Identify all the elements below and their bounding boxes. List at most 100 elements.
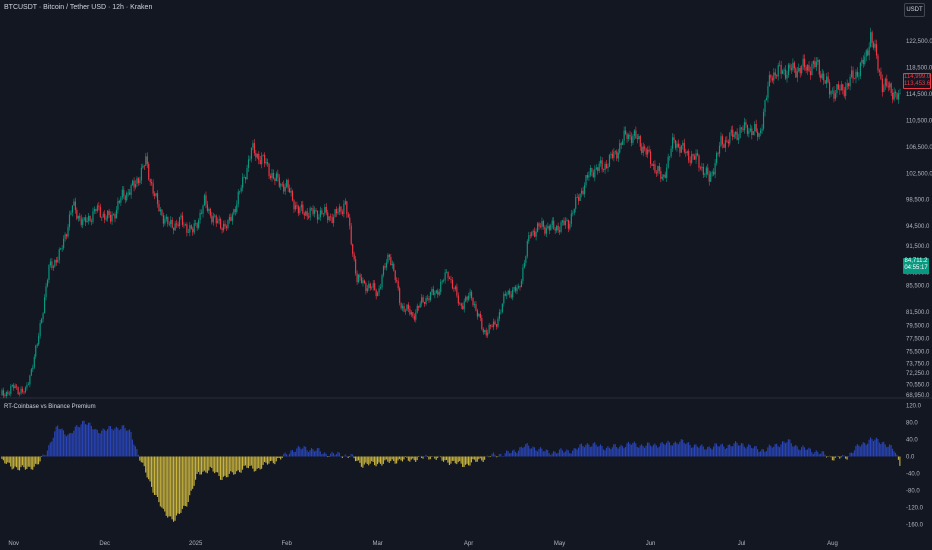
- premium-bar: [105, 430, 107, 457]
- premium-bar: [33, 456, 35, 467]
- candle-body: [74, 201, 76, 210]
- premium-bar: [123, 425, 125, 457]
- premium-bar: [874, 439, 876, 457]
- candle-body: [578, 197, 580, 201]
- premium-bar: [253, 456, 255, 472]
- premium-bar: [491, 454, 493, 457]
- candle-body: [227, 220, 229, 228]
- candle-body: [513, 286, 515, 290]
- premium-bar: [155, 456, 157, 495]
- candle-body: [98, 205, 100, 207]
- candle-body: [481, 318, 483, 330]
- premium-bar: [92, 429, 94, 457]
- premium-bar: [799, 450, 801, 457]
- premium-bar: [353, 456, 355, 459]
- premium-bar: [566, 449, 568, 457]
- time-axis-tick: May: [554, 541, 565, 547]
- candle-body: [39, 323, 41, 336]
- candle-body: [767, 86, 769, 99]
- premium-bar: [594, 442, 596, 457]
- candle-body: [378, 288, 380, 293]
- premium-bar: [544, 451, 546, 457]
- candle-body: [654, 164, 656, 173]
- premium-bar: [217, 456, 219, 473]
- premium-bar: [340, 456, 342, 457]
- candle-body: [360, 277, 363, 284]
- candle-body: [743, 122, 746, 131]
- candle-body: [754, 123, 756, 132]
- candle-body: [89, 215, 91, 222]
- candle-body: [200, 212, 203, 214]
- red-tag-line2: 113,453.6: [904, 81, 931, 87]
- premium-bar: [463, 456, 465, 468]
- premium-bar: [366, 456, 368, 465]
- premium-axis-tick: -120.0: [906, 506, 924, 512]
- premium-bar: [657, 447, 659, 457]
- premium-bar: [277, 456, 279, 459]
- candle-body: [244, 177, 247, 180]
- candle-body: [642, 146, 644, 153]
- premium-bar: [363, 456, 365, 465]
- premium-bar: [89, 422, 91, 457]
- candle-body: [338, 206, 341, 213]
- candle-body: [410, 312, 412, 315]
- premium-bar: [616, 447, 618, 457]
- candle-body: [45, 286, 47, 298]
- candle-body: [824, 80, 826, 84]
- candle-body: [2, 390, 5, 396]
- candle-body: [717, 153, 719, 154]
- premium-bar: [429, 456, 431, 460]
- candle-body: [178, 217, 181, 227]
- candle-body: [82, 219, 84, 225]
- candle-body: [729, 132, 731, 144]
- candle-body: [426, 297, 429, 299]
- candle-body: [792, 62, 794, 70]
- premium-axis-tick: -160.0: [906, 523, 924, 529]
- premium-bar: [360, 456, 362, 467]
- premium-bar: [529, 448, 531, 457]
- premium-bar: [868, 439, 870, 457]
- candle-body: [685, 152, 687, 154]
- premium-bar: [862, 442, 864, 457]
- candle-body: [886, 78, 888, 87]
- candle-body: [173, 227, 175, 231]
- premium-bar: [482, 456, 484, 463]
- currency-button[interactable]: USDT: [904, 3, 925, 17]
- candle-body: [123, 189, 125, 197]
- candle-body: [836, 84, 838, 94]
- premium-bar: [291, 450, 293, 457]
- candle-body: [667, 156, 669, 168]
- candle-body: [651, 163, 653, 166]
- premium-bar: [808, 447, 810, 457]
- candle-body: [623, 130, 625, 141]
- premium-bar: [413, 456, 415, 461]
- premium-bar: [759, 451, 762, 457]
- premium-bar: [149, 456, 151, 482]
- premium-bar: [814, 452, 816, 457]
- premium-bar: [416, 456, 418, 461]
- premium-bar: [595, 444, 597, 457]
- premium-bar: [664, 444, 666, 457]
- candle-body: [140, 167, 142, 181]
- premium-bar: [533, 447, 536, 457]
- premium-bar: [2, 456, 4, 461]
- candle-body: [264, 154, 266, 164]
- premium-bar: [465, 456, 467, 465]
- candle-body: [284, 186, 286, 192]
- candle-body: [843, 89, 845, 96]
- premium-bar: [106, 429, 109, 457]
- candle-body: [711, 171, 713, 173]
- premium-bar: [629, 443, 631, 457]
- premium-bar: [737, 445, 740, 457]
- candle-body: [313, 210, 316, 214]
- premium-bar: [649, 445, 651, 457]
- candle-body: [268, 163, 270, 176]
- premium-bar: [495, 456, 497, 458]
- price-axis-tick: 68,950.0: [906, 393, 930, 399]
- candle-body: [528, 235, 530, 242]
- premium-bar: [811, 452, 813, 457]
- candle-body: [870, 32, 872, 47]
- premium-bar: [278, 456, 280, 459]
- candle-body: [95, 209, 97, 211]
